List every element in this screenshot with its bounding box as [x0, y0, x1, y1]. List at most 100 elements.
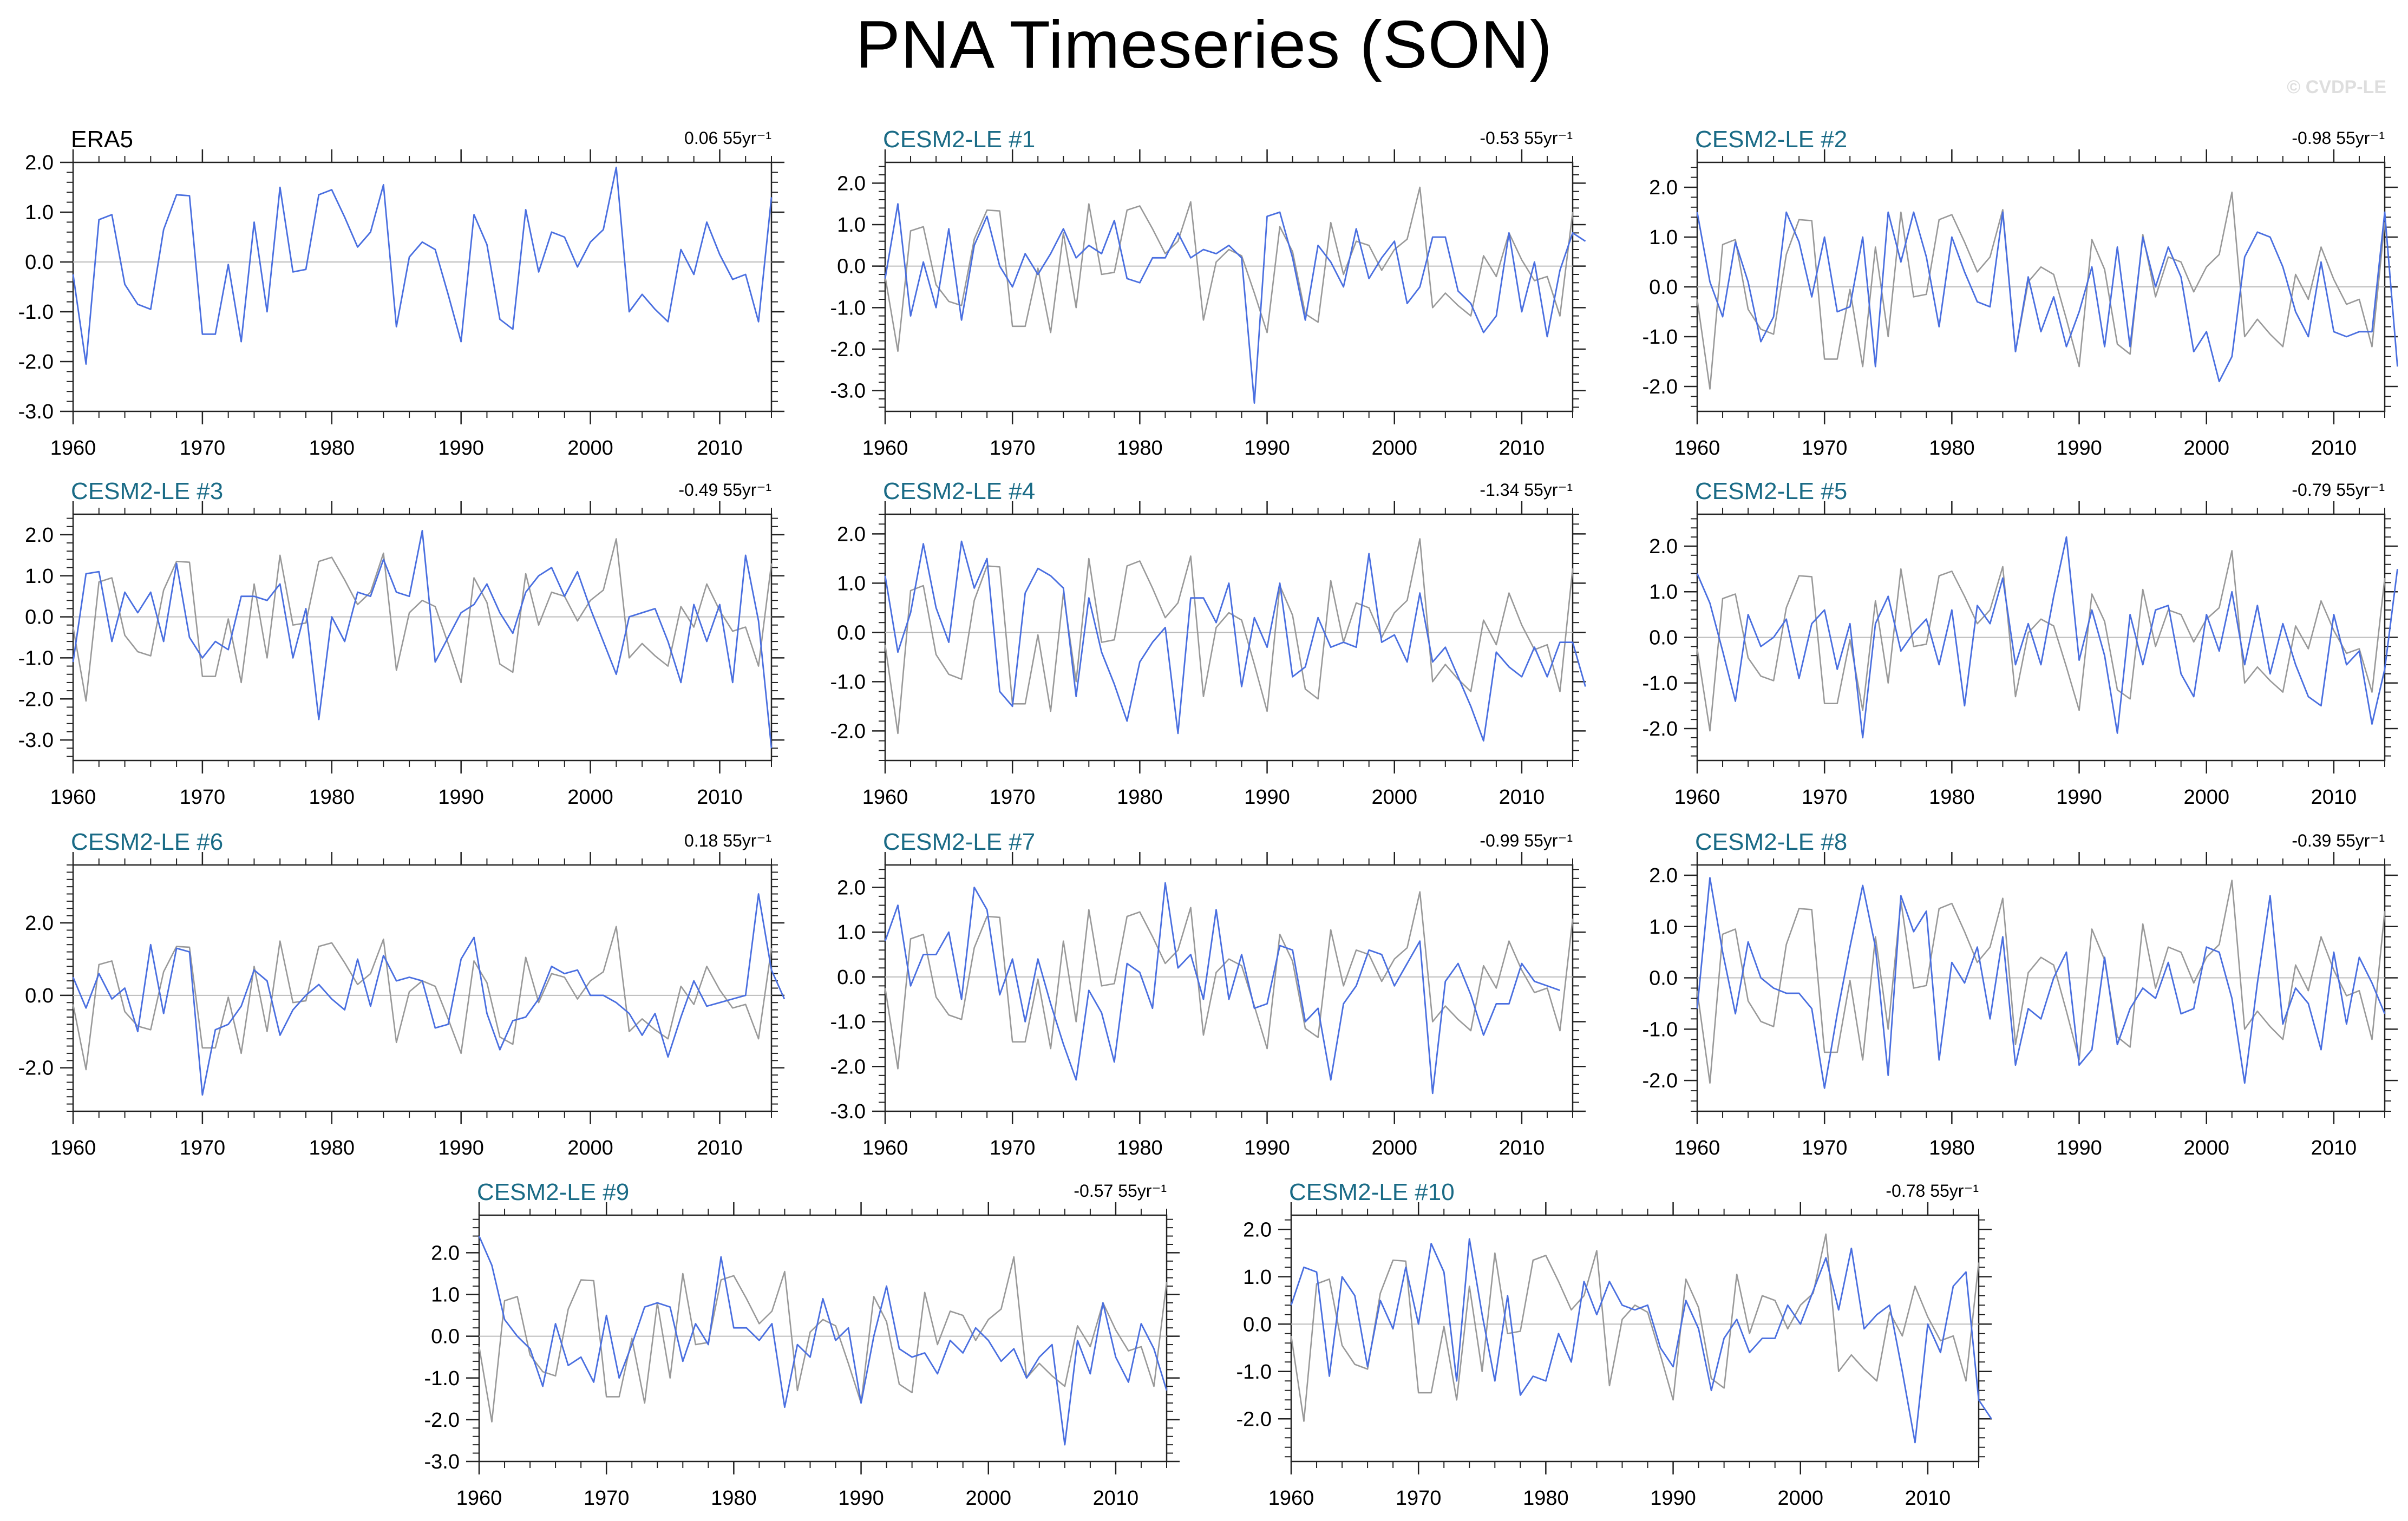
x-tick-label: 1960	[862, 786, 908, 809]
trend-label: 0.18 55yr⁻¹	[684, 831, 771, 850]
x-tick-label: 1970	[990, 1137, 1036, 1159]
x-tick-label: 1980	[711, 1487, 757, 1510]
x-tick-label: 1970	[990, 437, 1036, 460]
era5-series-line	[72, 166, 773, 365]
observation-series-line	[72, 538, 773, 702]
x-tick-label: 2010	[1093, 1487, 1139, 1510]
panel-name-label: CESM2-LE #3	[71, 478, 223, 504]
y-tick-label: 2.0	[1649, 535, 1678, 558]
x-tick-label: 2000	[1371, 786, 1417, 809]
y-tick-label: 1.0	[837, 214, 866, 237]
panel-cesm2-le-3: 2.0 1.0 0.0 -1.0 -2.0 -3.0 1960 1970 1980 1990 200…	[18, 478, 784, 809]
x-tick-label: 1990	[1244, 437, 1290, 460]
x-tick-label: 2010	[1499, 786, 1545, 809]
x-tick-label: 2010	[697, 786, 743, 809]
observation-series-line	[1696, 880, 2386, 1084]
y-tick-label: -2.0	[1236, 1408, 1272, 1431]
y-tick-label: -2.0	[830, 1055, 866, 1078]
x-tick-label: 1980	[309, 1137, 355, 1159]
y-tick-label: -3.0	[18, 729, 54, 752]
observation-series-line	[1696, 550, 2386, 732]
y-tick-label: -1.0	[830, 297, 866, 319]
x-tick-label: 1970	[1396, 1487, 1442, 1510]
x-tick-label: 2010	[1499, 1137, 1545, 1159]
trend-label: -0.53 55yr⁻¹	[1480, 128, 1573, 148]
y-tick-label: 0.0	[431, 1326, 460, 1348]
observation-series-line	[884, 538, 1574, 735]
y-tick-label: 2.0	[1243, 1218, 1272, 1241]
y-tick-label: -2.0	[1643, 376, 1678, 398]
y-tick-label: 0.0	[837, 966, 866, 989]
x-tick-label: 2000	[2183, 786, 2229, 809]
trend-label: -0.78 55yr⁻¹	[1886, 1181, 1979, 1201]
trend-label: -1.34 55yr⁻¹	[1480, 480, 1573, 500]
x-tick-label: 1980	[1929, 786, 1975, 809]
plot-frame	[1696, 864, 2386, 1112]
x-tick-label: 2010	[697, 437, 743, 460]
y-tick-label: 0.0	[25, 606, 54, 629]
x-tick-label: 2010	[2311, 1137, 2357, 1159]
x-tick-label: 2000	[567, 786, 613, 809]
panel-cesm2-le-9: 2.0 1.0 0.0 -1.0 -2.0 -3.0 1960 1970 1980 1990 200…	[424, 1179, 1180, 1510]
y-tick-label: 0.0	[1243, 1313, 1272, 1336]
observation-series-line	[884, 186, 1574, 352]
x-tick-label: 2000	[965, 1487, 1011, 1510]
x-tick-label: 2010	[697, 1137, 743, 1159]
x-tick-label: 2010	[2311, 786, 2357, 809]
x-tick-label: 1970	[180, 786, 226, 809]
simulation-series-line	[1290, 1238, 1992, 1444]
y-tick-label: 1.0	[431, 1284, 460, 1307]
x-tick-label: 1960	[862, 1137, 908, 1159]
simulation-series-line	[72, 893, 786, 1096]
panel-cesm2-le-4: 2.0 1.0 0.0 -1.0 -2.0 1960 1970 1980 1990 2000 201…	[830, 478, 1586, 809]
observation-series-line	[1696, 191, 2386, 390]
x-tick-label: 1970	[1802, 437, 1848, 460]
simulation-series-line	[478, 1236, 1168, 1446]
panel-name-label: CESM2-LE #2	[1695, 126, 1847, 153]
x-tick-label: 1980	[309, 786, 355, 809]
x-tick-label: 1970	[990, 786, 1036, 809]
trend-label: -0.98 55yr⁻¹	[2292, 128, 2385, 148]
x-tick-label: 1990	[838, 1487, 884, 1510]
x-tick-label: 1970	[1802, 1137, 1848, 1159]
plot-frame	[72, 161, 773, 412]
x-tick-label: 2000	[2183, 437, 2229, 460]
x-tick-label: 2010	[2311, 437, 2357, 460]
x-tick-label: 2000	[1371, 1137, 1417, 1159]
y-tick-label: 1.0	[25, 565, 54, 588]
y-tick-label: 1.0	[1243, 1266, 1272, 1289]
panel-cesm2-le-5: 2.0 1.0 0.0 -1.0 -2.0 1960 1970 1980 1990 2000 201…	[1643, 478, 2398, 809]
simulation-series-line	[884, 203, 1586, 404]
y-tick-label: 1.0	[837, 921, 866, 944]
trend-label: -0.79 55yr⁻¹	[2292, 480, 2385, 500]
y-tick-label: -1.0	[1236, 1361, 1272, 1384]
y-tick-label: -3.0	[18, 401, 54, 423]
y-tick-label: -2.0	[18, 351, 54, 373]
x-tick-label: 1980	[309, 437, 355, 460]
x-tick-label: 1960	[1674, 786, 1720, 809]
y-tick-label: 1.0	[1649, 916, 1678, 939]
y-tick-label: -1.0	[18, 301, 54, 324]
y-tick-label: 0.0	[25, 985, 54, 1007]
x-tick-label: 1990	[438, 1137, 484, 1159]
plot-frame	[72, 513, 773, 762]
y-tick-label: -1.0	[830, 1011, 866, 1034]
x-tick-label: 1970	[1802, 786, 1848, 809]
x-tick-label: 2010	[1499, 437, 1545, 460]
plot-frame	[478, 1214, 1168, 1463]
panel-cesm2-le-1: 2.0 1.0 0.0 -1.0 -2.0 -3.0 1960 1970 1980 1990 200…	[830, 126, 1586, 460]
y-tick-label: 0.0	[837, 255, 866, 278]
x-tick-label: 1960	[50, 1137, 96, 1159]
observation-series-line	[884, 891, 1574, 1070]
x-tick-label: 1990	[2056, 437, 2102, 460]
y-tick-label: 2.0	[837, 172, 866, 195]
y-tick-label: 2.0	[431, 1242, 460, 1264]
panel-cesm2-le-8: 2.0 1.0 0.0 -1.0 -2.0 1960 1970 1980 1990 2000 201…	[1643, 829, 2398, 1159]
x-tick-label: 1990	[1244, 1137, 1290, 1159]
y-tick-label: -1.0	[1643, 672, 1678, 695]
x-tick-label: 1960	[50, 786, 96, 809]
trend-label: 0.06 55yr⁻¹	[684, 128, 771, 148]
y-tick-label: 2.0	[1649, 176, 1678, 199]
plot-frame	[884, 513, 1574, 762]
y-tick-label: -1.0	[18, 647, 54, 670]
